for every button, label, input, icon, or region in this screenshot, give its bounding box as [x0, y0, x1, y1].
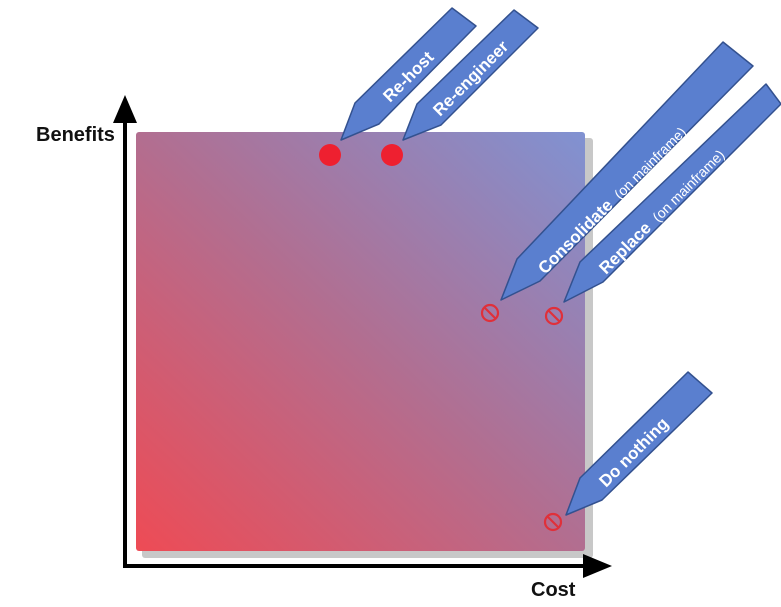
do-nothing-rejected-icon — [543, 512, 563, 532]
callout-replace-shape — [563, 83, 781, 303]
callout-re-host-shape — [340, 7, 477, 141]
callout-re-engineer-shape — [402, 9, 539, 141]
re-host-marker — [319, 144, 341, 166]
consolidate-rejected-icon — [480, 303, 500, 323]
x-axis-arrow — [583, 554, 612, 578]
re-engineer-marker — [381, 144, 403, 166]
benefit-cost-area — [136, 132, 585, 551]
y-axis-arrow — [113, 95, 137, 123]
replace-rejected-icon — [544, 306, 564, 326]
callout-do-nothing-shape — [565, 371, 713, 516]
callout-consolidate-shape — [500, 41, 754, 301]
y-axis-label: Benefits — [36, 124, 115, 146]
axes — [113, 95, 612, 578]
x-axis-label: Cost — [531, 579, 576, 601]
